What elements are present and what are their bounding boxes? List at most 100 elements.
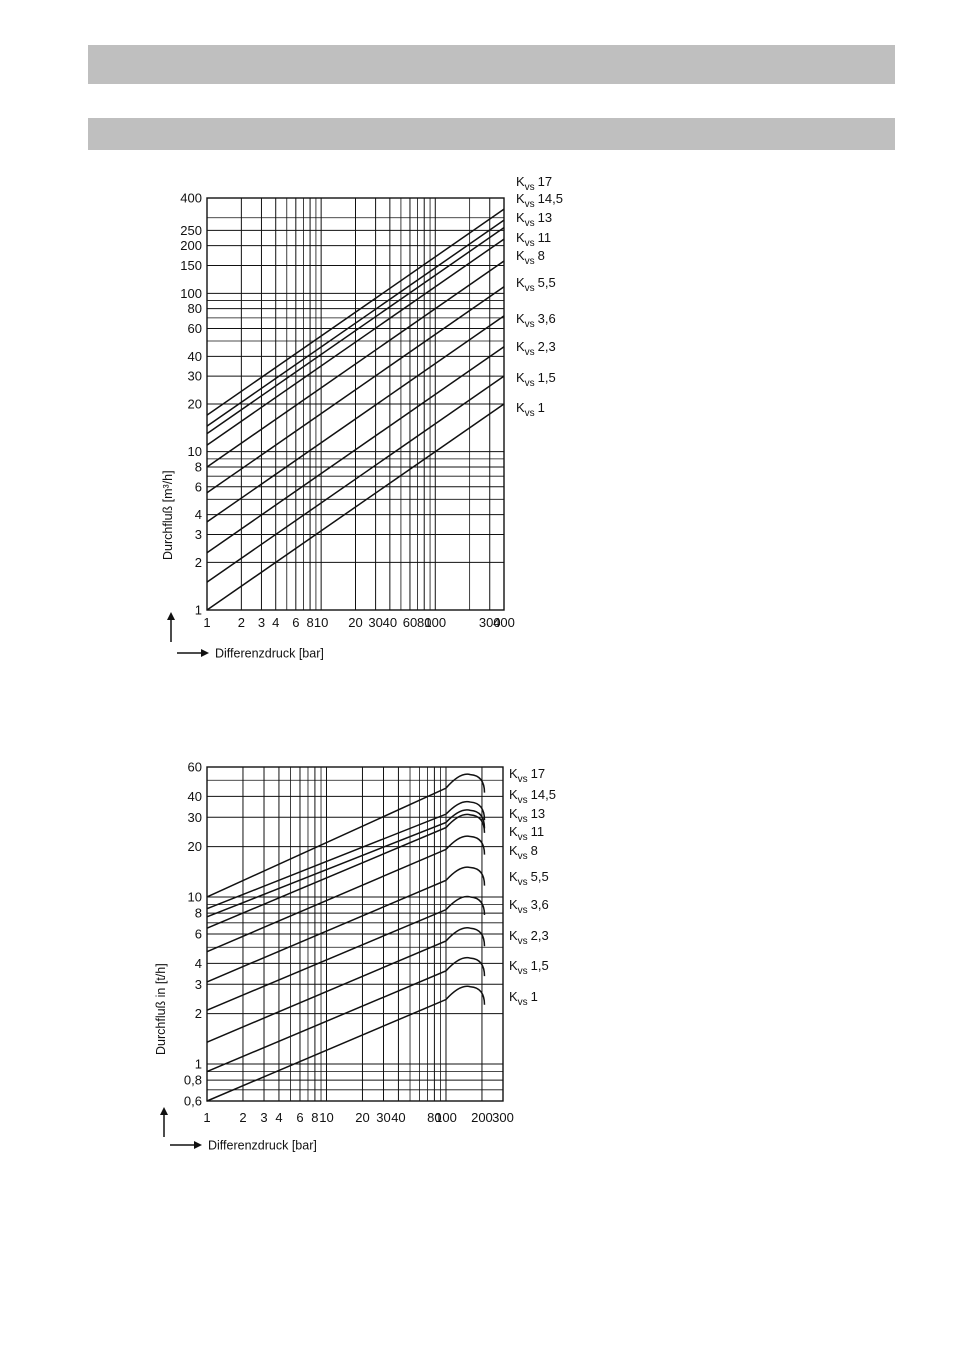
series-line-kvs-14-5 xyxy=(206,800,486,910)
series-line-kvs-1-5 xyxy=(206,956,486,1073)
y-tick-label: 10 xyxy=(188,444,202,459)
y-tick-label: 30 xyxy=(188,810,202,825)
x-tick-label: 4 xyxy=(275,1110,282,1125)
y-tick-label: 150 xyxy=(180,258,202,273)
y-tick-label: 2 xyxy=(195,1006,202,1021)
x-tick-label: 4 xyxy=(272,615,279,630)
series-label-kvs-11: Kvs 11 xyxy=(516,230,551,249)
y-tick-label: 6 xyxy=(195,927,202,942)
y-tick-label: 40 xyxy=(188,789,202,804)
x-tick-label: 400 xyxy=(493,615,515,630)
y-tick-label: 2 xyxy=(195,555,202,570)
series-label-kvs-2-3: Kvs 2,3 xyxy=(516,339,556,358)
y-tick-label: 60 xyxy=(188,760,202,775)
series-line-kvs-2-3 xyxy=(206,926,486,1043)
y-tick-label: 200 xyxy=(180,238,202,253)
header-bar-second xyxy=(88,118,895,150)
x-tick-label: 100 xyxy=(424,615,446,630)
series-line-kvs-11 xyxy=(206,238,505,446)
series-line-kvs-1-5 xyxy=(206,375,505,583)
series-line-kvs-11 xyxy=(206,813,486,929)
y-tick-label: 0,8 xyxy=(184,1073,202,1088)
x-tick-label: 80 xyxy=(427,1110,441,1125)
x-tick-label: 1 xyxy=(203,615,210,630)
x-tick-label: 200 xyxy=(471,1110,493,1125)
series-line-kvs-5-5 xyxy=(206,866,486,983)
y-tick-label: 100 xyxy=(180,286,202,301)
x-tick-label: 300 xyxy=(492,1110,514,1125)
series-label-kvs-5-5: Kvs 5,5 xyxy=(509,869,549,888)
x-arrow-head-icon xyxy=(201,649,209,657)
x-tick-label: 3 xyxy=(258,615,265,630)
y-tick-label: 8 xyxy=(195,906,202,921)
x-tick-label: 80 xyxy=(417,615,431,630)
series-label-kvs-1: Kvs 1 xyxy=(516,400,545,419)
series-label-kvs-5-5: Kvs 5,5 xyxy=(516,275,556,294)
x-tick-label: 30 xyxy=(368,615,382,630)
y-tick-label: 1 xyxy=(195,603,202,618)
y-axis-label: Durchfluß [m³/h] xyxy=(161,470,175,560)
series-label-kvs-1-5: Kvs 1,5 xyxy=(516,370,556,389)
y-tick-label: 400 xyxy=(180,191,202,206)
series-label-kvs-1: Kvs 1 xyxy=(509,989,538,1008)
x-tick-label: 6 xyxy=(292,615,299,630)
y-tick-label: 4 xyxy=(195,956,202,971)
x-tick-label: 2 xyxy=(239,1110,246,1125)
y-tick-label: 10 xyxy=(188,889,202,904)
y-tick-label: 40 xyxy=(188,349,202,364)
x-tick-label: 8 xyxy=(311,1110,318,1125)
y-tick-label: 80 xyxy=(188,301,202,316)
y-axis-label: Durchfluß in [t/h] xyxy=(154,963,168,1055)
x-axis-label: Differenzdruck [bar] xyxy=(208,1139,317,1153)
series-line-kvs-13 xyxy=(206,227,505,435)
y-tick-label: 1 xyxy=(195,1056,202,1071)
series-label-kvs-17: Kvs 17 xyxy=(516,174,552,193)
x-tick-label: 30 xyxy=(376,1110,390,1125)
series-line-kvs-5-5 xyxy=(206,286,505,494)
y-tick-label: 30 xyxy=(188,369,202,384)
series-line-kvs-14-5 xyxy=(206,219,505,427)
series-label-kvs-17: Kvs 17 xyxy=(509,766,545,785)
series-label-kvs-8: Kvs 8 xyxy=(509,843,538,862)
x-tick-label: 20 xyxy=(348,615,362,630)
series-label-kvs-11: Kvs 11 xyxy=(509,824,544,843)
y-tick-label: 250 xyxy=(180,223,202,238)
series-line-kvs-17 xyxy=(206,773,486,898)
x-tick-label: 40 xyxy=(383,615,397,630)
x-tick-label: 1 xyxy=(203,1110,210,1125)
x-axis-label: Differenzdruck [bar] xyxy=(215,647,324,661)
y-tick-label: 20 xyxy=(188,839,202,854)
y-tick-label: 6 xyxy=(195,479,202,494)
x-tick-label: 60 xyxy=(403,615,417,630)
series-line-kvs-1 xyxy=(206,403,505,611)
series-line-kvs-17 xyxy=(206,208,505,416)
y-tick-label: 60 xyxy=(188,321,202,336)
y-tick-label: 3 xyxy=(195,977,202,992)
x-tick-label: 10 xyxy=(314,615,328,630)
x-tick-label: 100 xyxy=(435,1110,457,1125)
x-arrow-head-icon xyxy=(194,1141,202,1149)
y-tick-label: 4 xyxy=(195,507,202,522)
y-tick-label: 0,6 xyxy=(184,1094,202,1109)
series-line-kvs-8 xyxy=(206,835,486,953)
x-tick-label: 6 xyxy=(296,1110,303,1125)
y-tick-label: 3 xyxy=(195,527,202,542)
series-line-kvs-3-6 xyxy=(206,315,505,523)
x-tick-label: 40 xyxy=(391,1110,405,1125)
header-bar-top xyxy=(88,45,895,84)
y-tick-label: 8 xyxy=(195,460,202,475)
series-label-kvs-14-5: Kvs 14,5 xyxy=(509,787,556,806)
series-label-kvs-3-6: Kvs 3,6 xyxy=(509,897,549,916)
x-tick-label: 8 xyxy=(306,615,313,630)
x-tick-label: 2 xyxy=(238,615,245,630)
y-arrow-head-icon xyxy=(160,1107,168,1115)
series-line-kvs-1 xyxy=(206,985,486,1102)
series-line-kvs-8 xyxy=(206,260,505,468)
y-tick-label: 20 xyxy=(188,397,202,412)
series-label-kvs-2-3: Kvs 2,3 xyxy=(509,928,549,947)
x-tick-label: 10 xyxy=(319,1110,333,1125)
series-label-kvs-8: Kvs 8 xyxy=(516,248,545,267)
